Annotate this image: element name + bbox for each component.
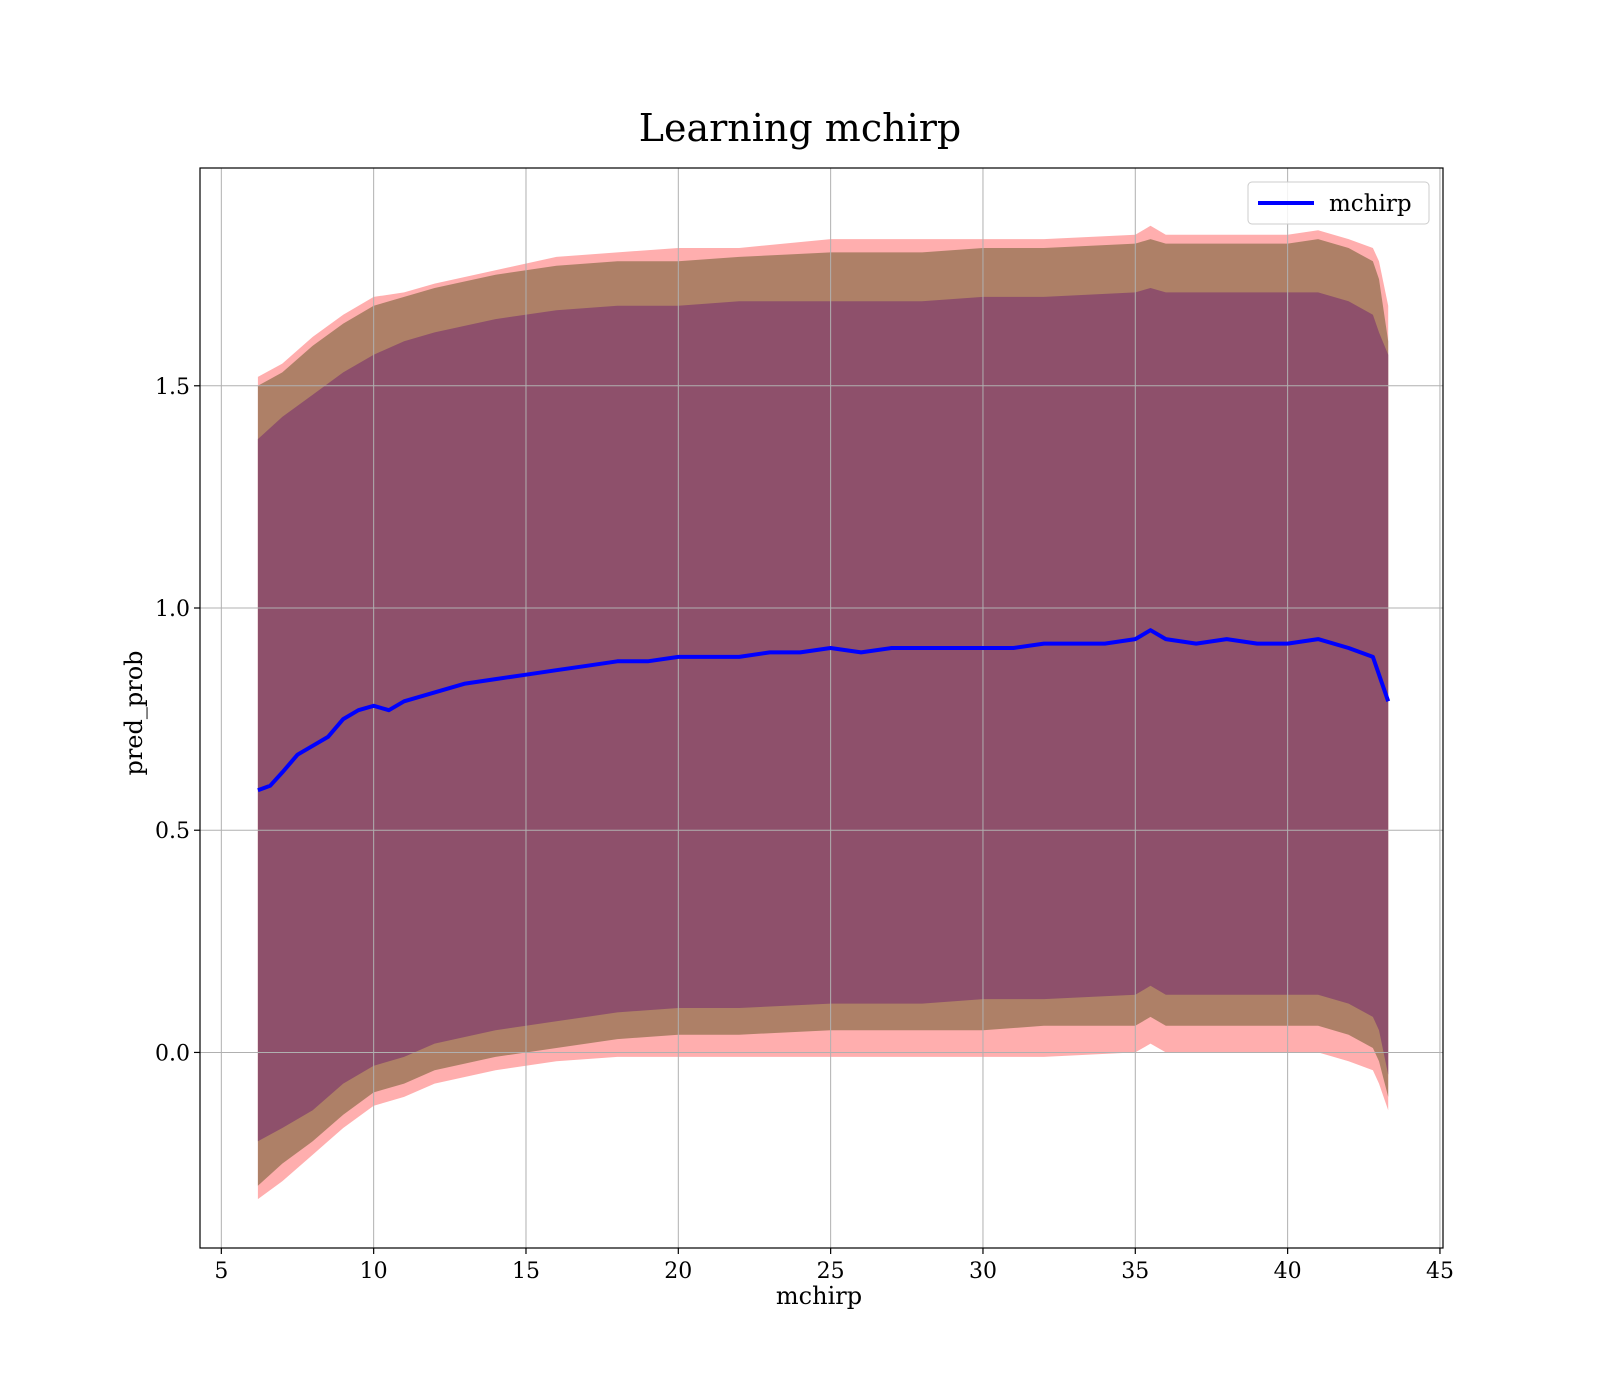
x-tick-label: 15 <box>512 1259 540 1284</box>
x-axis-label: mchirp <box>776 1282 862 1310</box>
plot-frame <box>199 167 1444 1249</box>
x-tick-label: 20 <box>664 1259 692 1284</box>
x-tick-label: 40 <box>1274 1259 1302 1284</box>
x-tick-label: 45 <box>1426 1259 1454 1284</box>
band-inner <box>257 288 1389 1142</box>
grid <box>200 168 1443 1248</box>
chart-title: Learning mchirp <box>639 106 961 150</box>
series-line-layer <box>257 628 1391 793</box>
legend-label-mchirp: mchirp <box>1329 191 1412 217</box>
y-tick-label: 1.0 <box>155 597 190 622</box>
y-tick-label: 1.5 <box>155 375 190 400</box>
x-tick-label: 25 <box>817 1259 845 1284</box>
x-tick-label: 5 <box>214 1259 228 1284</box>
y-axis-label: pred_prob <box>120 650 148 775</box>
plot-area <box>199 167 1444 1249</box>
x-tick-label: 10 <box>360 1259 388 1284</box>
x-tick-label: 30 <box>969 1259 997 1284</box>
series-line-mchirp <box>257 628 1391 793</box>
y-tick-label: 0.0 <box>155 1041 190 1066</box>
x-axis-ticks: 5 10 15 20 25 30 35 40 45 <box>214 1248 1454 1284</box>
legend-box <box>1247 181 1430 225</box>
confidence-bands <box>257 225 1389 1200</box>
y-tick-label: 0.5 <box>155 819 190 844</box>
x-tick-label: 35 <box>1121 1259 1149 1284</box>
legend: mchirp <box>1247 181 1430 225</box>
y-axis-ticks: 0.0 0.5 1.0 1.5 <box>155 375 200 1066</box>
